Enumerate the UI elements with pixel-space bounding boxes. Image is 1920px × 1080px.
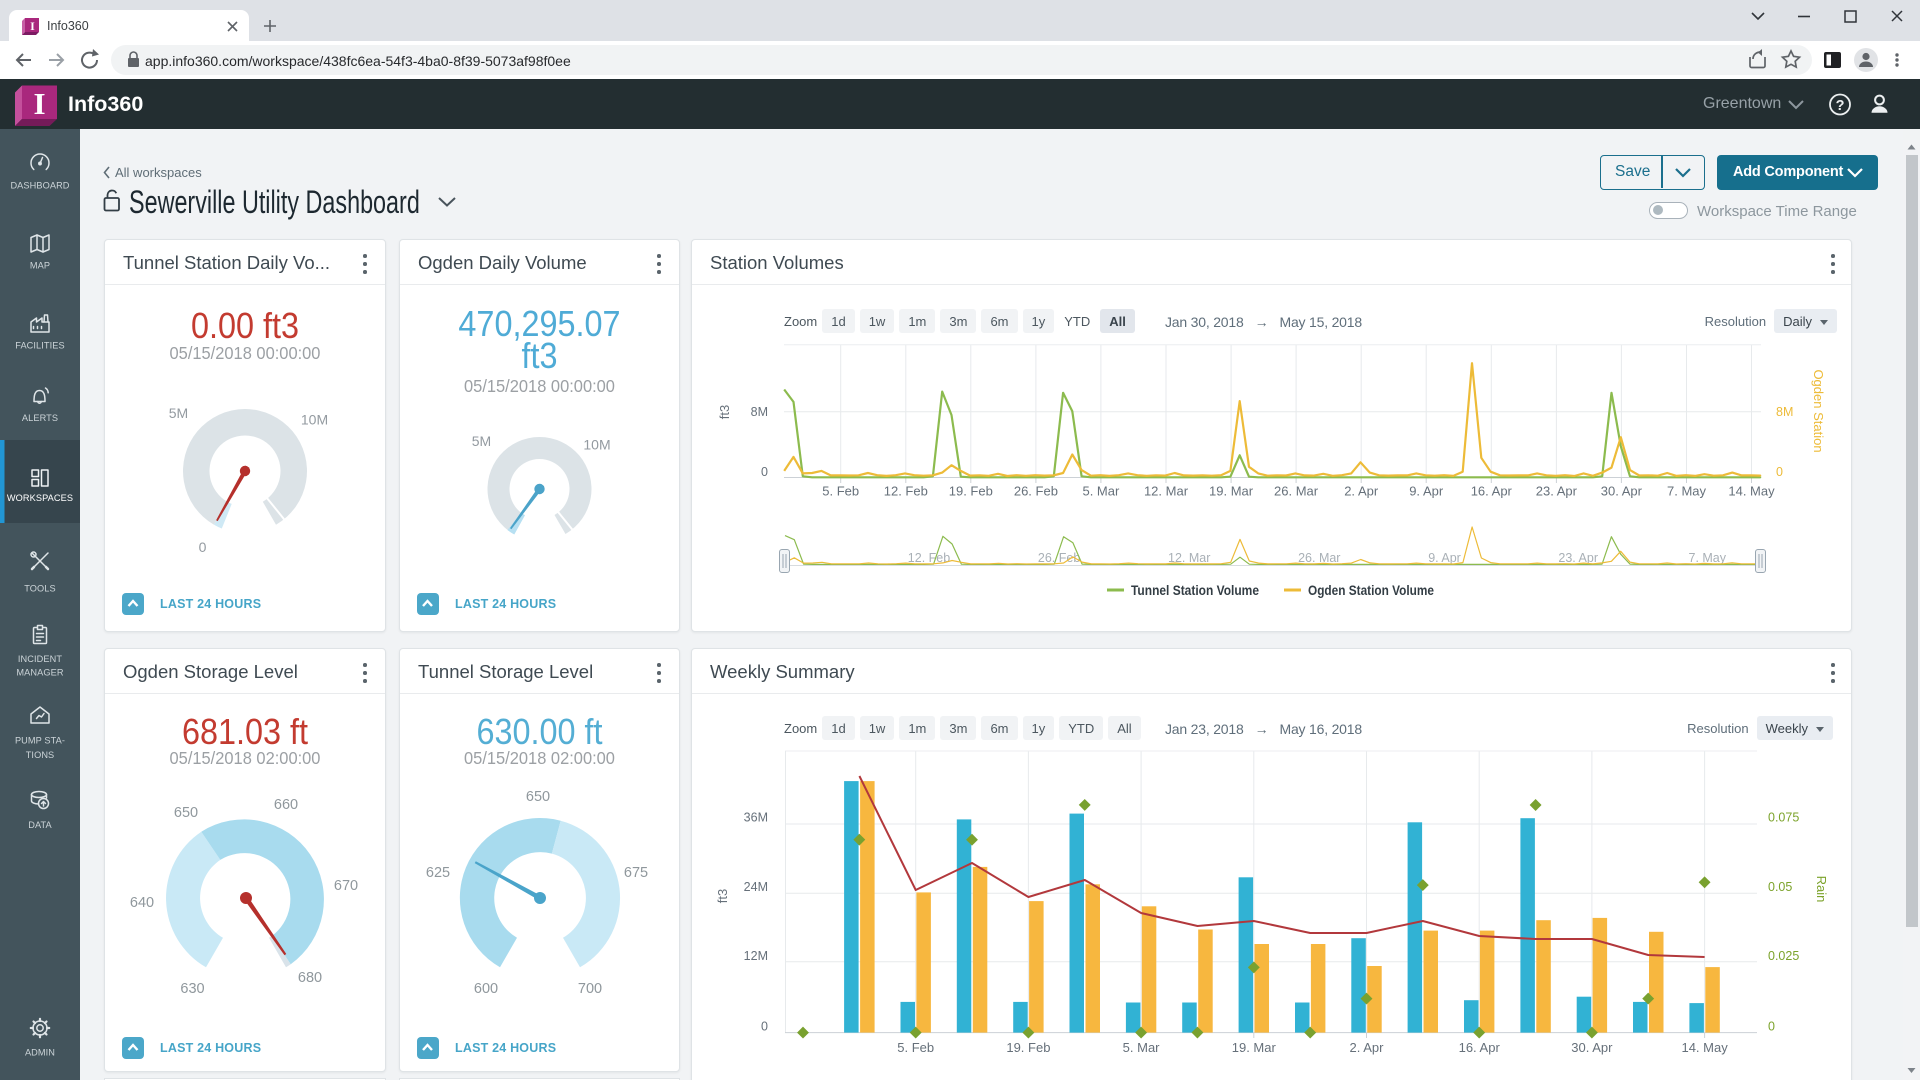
- svg-text:ADMIN: ADMIN: [25, 1048, 55, 1058]
- svg-text:DASHBOARD: DASHBOARD: [10, 181, 69, 191]
- svg-text:WORKSPACES: WORKSPACES: [7, 493, 73, 503]
- svg-text:PUMP STA-: PUMP STA-: [15, 736, 65, 746]
- svg-text:MAP: MAP: [30, 261, 50, 271]
- svg-text:DATA: DATA: [28, 820, 52, 830]
- svg-text:TIONS: TIONS: [26, 750, 55, 760]
- svg-text:FACILITIES: FACILITIES: [15, 341, 65, 351]
- svg-text:TOOLS: TOOLS: [24, 584, 55, 594]
- svg-text:MANAGER: MANAGER: [16, 668, 63, 678]
- svg-text:INCIDENT: INCIDENT: [18, 654, 62, 664]
- svg-text:ALERTS: ALERTS: [22, 413, 58, 423]
